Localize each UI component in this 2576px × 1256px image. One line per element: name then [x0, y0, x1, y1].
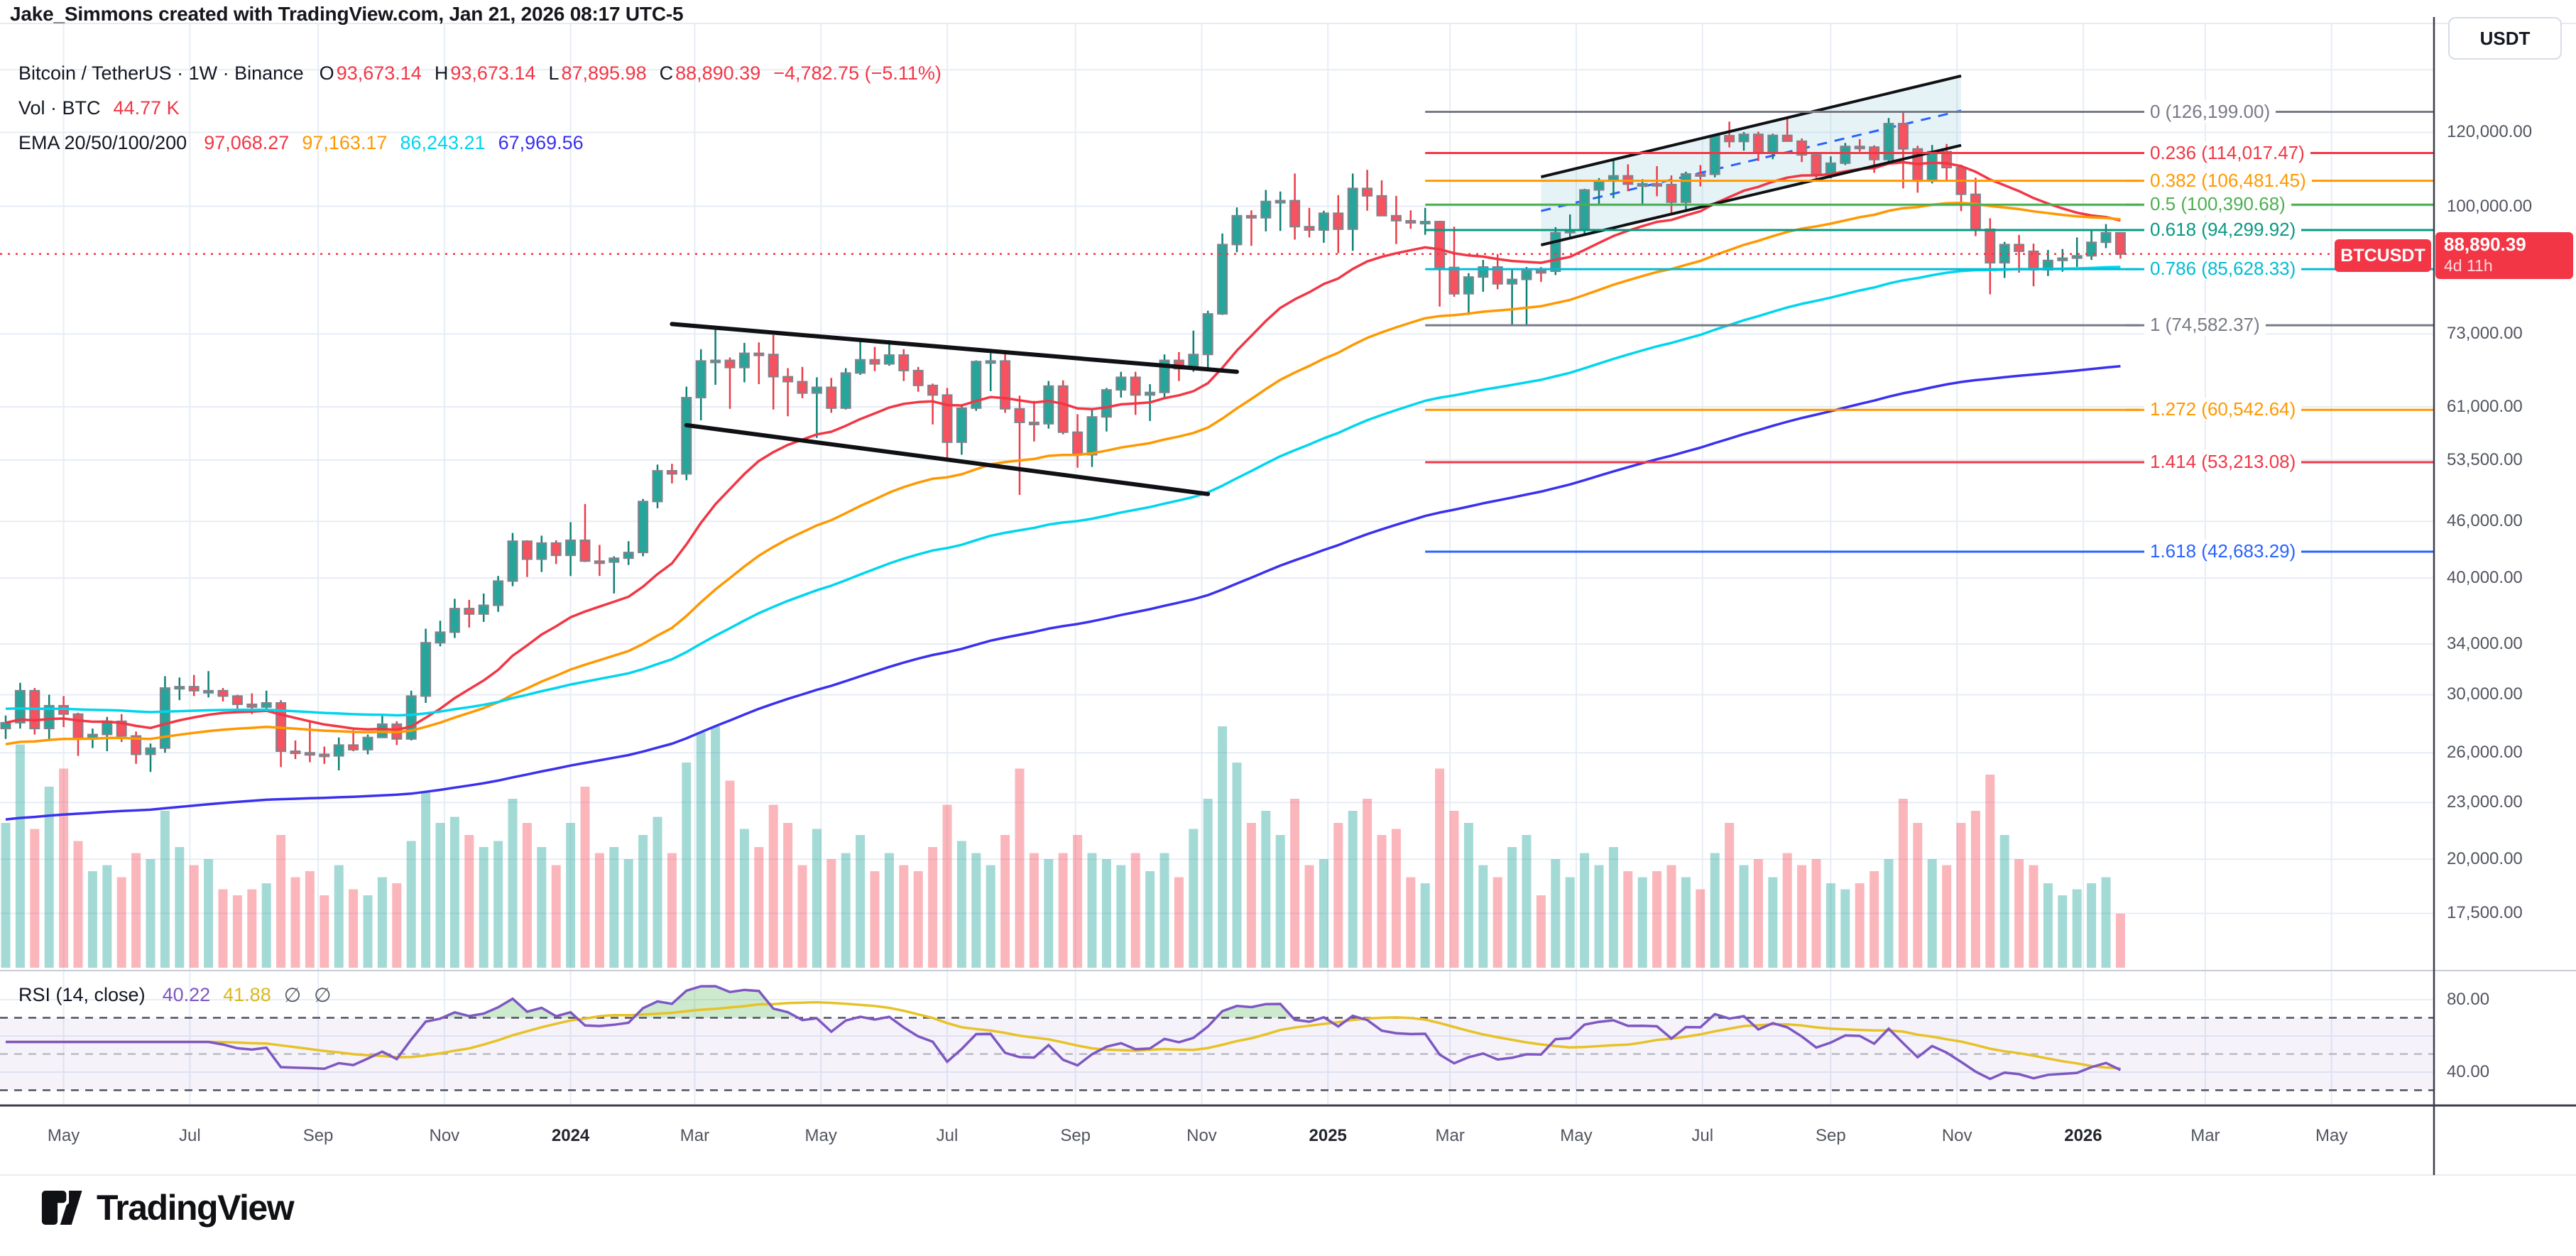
fib-level-label: 1 (74,582.37) [2144, 313, 2266, 337]
price-tick-label: 17,500.00 [2447, 903, 2523, 923]
last-price-tag: 88,890.39 4d 11h [2435, 232, 2573, 279]
fib-level-label: 1.272 (60,542.64) [2144, 398, 2302, 421]
tradingview-logo-text: TradingView [97, 1188, 295, 1228]
time-tick-label: May [1560, 1126, 1593, 1145]
open-value: 93,673.14 [336, 62, 422, 84]
fib-level-label: 0.618 (94,299.92) [2144, 218, 2302, 241]
time-tick-label: Mar [680, 1126, 710, 1145]
price-tick-label: 30,000.00 [2447, 684, 2523, 704]
time-tick-label: Nov [1941, 1126, 1972, 1145]
price-tick-label: 26,000.00 [2447, 743, 2523, 763]
rsi-value: 40.22 [162, 984, 211, 1005]
ema50-value: 97,163.17 [302, 132, 388, 153]
rsi-label[interactable]: RSI (14, close) [18, 984, 146, 1005]
open-label: O [319, 62, 334, 84]
fib-level-label: 1.414 (53,213.08) [2144, 449, 2302, 473]
symbol-title[interactable]: Bitcoin / TetherUS · 1W · Binance [18, 62, 304, 84]
fib-level-label: 0.382 (106,481.45) [2144, 168, 2312, 192]
time-tick-label: Jul [936, 1126, 959, 1145]
symbol-price-flag: BTCUSDT [2335, 239, 2431, 272]
price-tick-label: 120,000.00 [2447, 122, 2533, 142]
volume-value: 44.77 K [113, 97, 180, 119]
rsi-ma-value: 41.88 [223, 984, 271, 1005]
footer-brand[interactable]: TradingView [38, 1187, 295, 1228]
ema100-value: 86,243.21 [400, 132, 486, 153]
time-tick-label: Mar [2190, 1126, 2220, 1145]
ema-legend: EMA 20/50/100/200 97,068.27 97,163.17 86… [18, 132, 584, 154]
time-tick-label: Nov [429, 1126, 460, 1145]
change-value: −4,782.75 (−5.11%) [773, 62, 942, 84]
volume-label[interactable]: Vol · BTC [18, 97, 101, 119]
price-tick-label: 100,000.00 [2447, 196, 2533, 216]
time-tick-label: Mar [1435, 1126, 1465, 1145]
time-tick-label: 2026 [2064, 1126, 2102, 1145]
time-tick-label: Nov [1186, 1126, 1217, 1145]
time-tick-label: May [804, 1126, 837, 1145]
empty-set-icon: ∅ [314, 984, 332, 1006]
rsi-tick-label: 80.00 [2447, 990, 2490, 1009]
ema200-value: 67,969.56 [498, 132, 584, 153]
price-tick-label: 23,000.00 [2447, 792, 2523, 812]
bar-countdown: 4d 11h [2444, 256, 2493, 275]
ema-label[interactable]: EMA 20/50/100/200 [18, 132, 187, 153]
low-value: 87,895.98 [561, 62, 647, 84]
price-tick-label: 34,000.00 [2447, 633, 2523, 653]
fib-level-label: 0.786 (85,628.33) [2144, 257, 2302, 280]
close-label: C [659, 62, 674, 84]
high-label: H [434, 62, 449, 84]
time-tick-label: 2024 [551, 1126, 590, 1145]
fib-level-label: 0.236 (114,017.47) [2144, 141, 2310, 164]
price-tick-label: 20,000.00 [2447, 849, 2523, 869]
price-tick-label: 40,000.00 [2447, 568, 2523, 588]
time-tick-label: 2025 [1309, 1126, 1347, 1145]
high-value: 93,673.14 [450, 62, 536, 84]
tradingview-logo-icon [41, 1191, 82, 1225]
volume-legend: Vol · BTC 44.77 K [18, 97, 192, 119]
low-label: L [548, 62, 560, 84]
price-tick-label: 73,000.00 [2447, 324, 2523, 344]
price-tick-label: 61,000.00 [2447, 396, 2523, 416]
rsi-legend: RSI (14, close) 40.22 41.88 ∅ ∅ [18, 983, 332, 1007]
time-tick-label: May [47, 1126, 80, 1145]
time-tick-label: Jul [1691, 1126, 1714, 1145]
last-price-value: 88,890.39 [2444, 234, 2526, 255]
watermark-credit: Jake_Simmons created with TradingView.co… [10, 3, 684, 25]
time-tick-label: Sep [302, 1126, 334, 1145]
rsi-tick-label: 40.00 [2447, 1062, 2490, 1081]
symbol-legend: Bitcoin / TetherUS · 1W · Binance O 93,6… [18, 62, 954, 84]
currency-toggle-button[interactable]: USDT [2448, 17, 2562, 60]
price-tick-label: 53,500.00 [2447, 449, 2523, 469]
time-tick-label: Jul [179, 1126, 201, 1145]
close-value: 88,890.39 [675, 62, 761, 84]
ema20-value: 97,068.27 [204, 132, 290, 153]
time-tick-label: Sep [1816, 1126, 1846, 1145]
price-tick-label: 46,000.00 [2447, 511, 2523, 531]
time-tick-label: Sep [1060, 1126, 1091, 1145]
time-tick-label: May [2315, 1126, 2348, 1145]
fib-level-label: 0.5 (100,390.68) [2144, 192, 2291, 216]
fib-level-label: 0 (126,199.00) [2144, 99, 2276, 123]
empty-set-icon: ∅ [283, 984, 302, 1006]
fib-level-label: 1.618 (42,683.29) [2144, 539, 2302, 562]
